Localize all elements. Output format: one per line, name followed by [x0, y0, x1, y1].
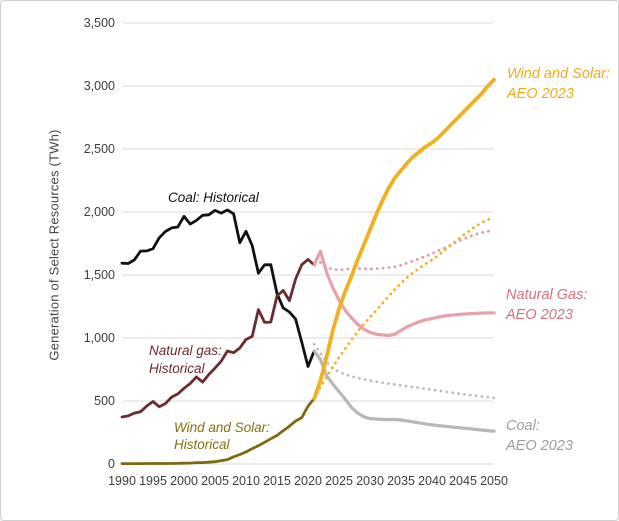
y-tick-label: 2,500	[83, 142, 115, 156]
x-tick-label: 2050	[480, 474, 508, 488]
y-tick-label: 1,000	[83, 331, 115, 345]
x-tick-label: 2020	[294, 474, 322, 488]
annotation-line: Historical	[174, 437, 230, 452]
y-tick-label: 0	[108, 457, 115, 471]
y-tick-label: 3,000	[83, 79, 115, 93]
x-tick-label: 1990	[108, 474, 136, 488]
annotation-line: Wind and Solar:	[174, 420, 270, 435]
series-line-wind-and-solar-aeo-2023-dotted-	[312, 216, 496, 400]
x-tick-label: 2040	[418, 474, 446, 488]
x-tick-label: 1995	[139, 474, 167, 488]
annotation-line: Coal:	[506, 418, 540, 434]
x-tick-label: 2005	[201, 474, 229, 488]
annotation-line: Natural Gas:	[506, 287, 588, 303]
annotation-coal-historical: Coal: Historical	[168, 189, 259, 206]
y-tick-label: 3,500	[83, 16, 115, 30]
annotation-natural-gas-historical: Natural gas: Historical	[149, 342, 222, 378]
x-tick-label: 2030	[356, 474, 384, 488]
series-line-natural-gas-aeo-2023	[312, 249, 496, 338]
y-tick-label: 1,500	[83, 268, 115, 282]
series-line-coal-aeo-2023	[312, 349, 496, 433]
x-tick-label: 2045	[449, 474, 477, 488]
y-tick-label: 500	[94, 394, 115, 408]
x-tick-label: 2035	[387, 474, 415, 488]
series-line-natural-gas-historical	[120, 257, 316, 419]
annotation-line: Coal: Historical	[168, 190, 259, 205]
annotation-line: AEO 2023	[507, 86, 574, 102]
x-tick-label: 2000	[170, 474, 198, 488]
y-tick-label: 2,000	[83, 205, 115, 219]
annotation-line: AEO 2023	[506, 438, 573, 454]
series-line-coal-aeo-2023-dotted-	[312, 342, 496, 400]
series-line-wind-and-solar-historical	[120, 397, 316, 466]
annotation-wind-solar-historical: Wind and Solar: Historical	[174, 419, 270, 453]
annotation-line: Wind and Solar:	[507, 66, 611, 82]
y-axis-title: Generation of Select Resources (TWh)	[46, 129, 62, 361]
x-tick-label: 2010	[232, 474, 260, 488]
annotation-line: AEO 2023	[506, 307, 573, 323]
annotation-line: Natural gas:	[149, 343, 222, 358]
annotation-wind-solar-aeo-2023: Wind and Solar: AEO 2023	[507, 64, 610, 104]
annotation-line: Historical	[149, 361, 205, 376]
annotation-coal-aeo-2023: Coal: AEO 2023	[506, 416, 573, 456]
annotation-natural-gas-aeo-2023: Natural Gas: AEO 2023	[506, 285, 587, 325]
x-tick-label: 2025	[325, 474, 353, 488]
series-line-natural-gas-aeo-2023-dotted-	[318, 228, 496, 272]
series-line-coal-historical	[120, 208, 316, 368]
x-tick-label: 2015	[263, 474, 291, 488]
series-line-wind-and-solar-aeo-2023	[312, 77, 496, 401]
